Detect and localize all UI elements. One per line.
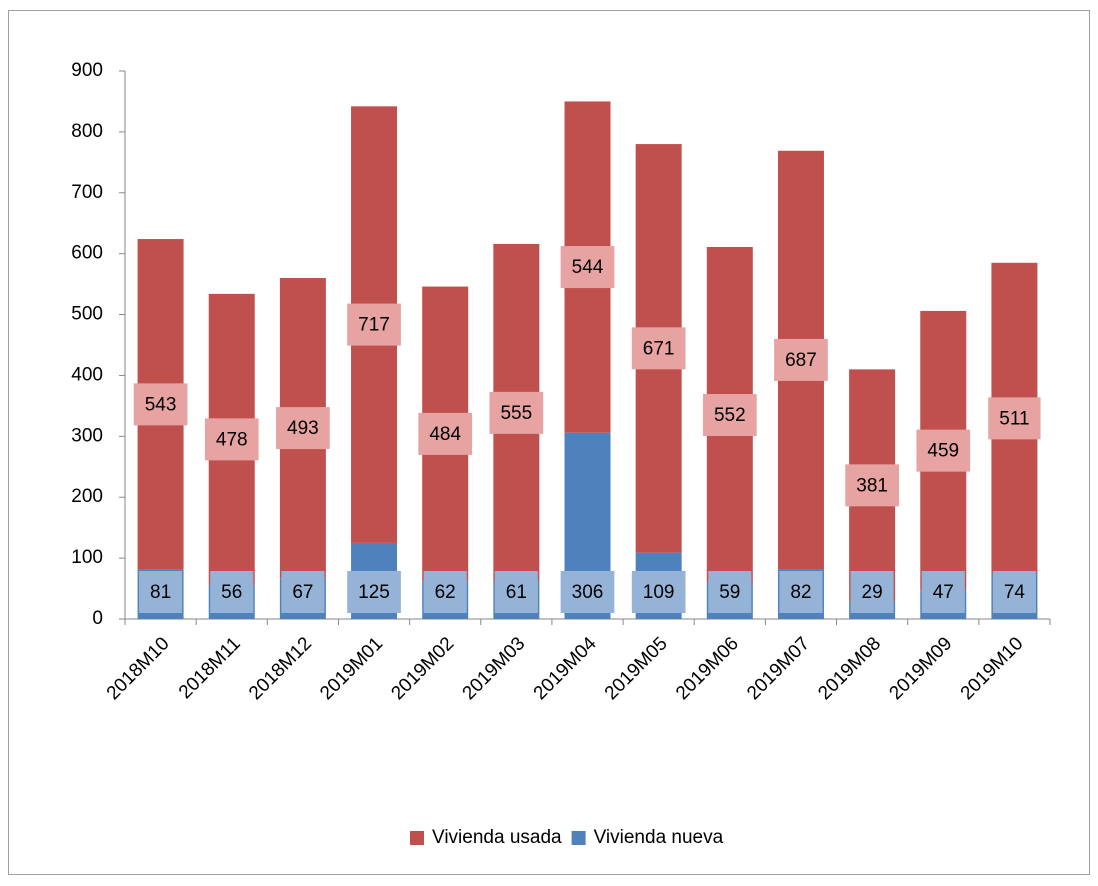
data-label: 484 bbox=[418, 412, 473, 455]
data-label-text: 544 bbox=[572, 257, 604, 278]
data-label-box bbox=[489, 391, 544, 434]
y-tick-label: 700 bbox=[71, 182, 103, 203]
data-label: 59 bbox=[708, 571, 752, 613]
data-label-text: 381 bbox=[856, 475, 888, 496]
data-label: 493 bbox=[276, 407, 330, 450]
data-label-box bbox=[133, 383, 188, 426]
data-label: 478 bbox=[204, 418, 259, 461]
data-label-text: 459 bbox=[927, 441, 959, 462]
data-label-box bbox=[560, 246, 615, 289]
data-label-box bbox=[779, 571, 823, 613]
chart-frame bbox=[8, 10, 1090, 875]
data-label-text: 493 bbox=[287, 418, 319, 439]
y-tick-label: 500 bbox=[71, 304, 103, 325]
data-label: 56 bbox=[210, 571, 254, 613]
data-label: 381 bbox=[845, 464, 899, 507]
data-label: 29 bbox=[850, 571, 894, 613]
y-tick-label: 0 bbox=[92, 608, 103, 629]
data-label-text: 511 bbox=[999, 408, 1029, 429]
legend-label: Vivienda usada bbox=[432, 827, 562, 848]
data-label-box bbox=[916, 429, 971, 472]
data-label: 62 bbox=[423, 571, 467, 613]
data-label-box bbox=[276, 407, 330, 450]
data-label-box bbox=[347, 303, 401, 346]
data-label: 61 bbox=[494, 571, 538, 613]
data-label: 81 bbox=[139, 571, 183, 613]
data-label-text: 109 bbox=[643, 582, 675, 603]
data-label-box bbox=[139, 571, 183, 613]
data-label: 47 bbox=[921, 571, 965, 613]
data-label-text: 47 bbox=[933, 582, 954, 603]
data-label-box bbox=[702, 394, 757, 437]
data-label: 671 bbox=[631, 327, 686, 370]
data-label: 511 bbox=[988, 397, 1041, 440]
data-label-text: 56 bbox=[221, 582, 242, 603]
data-label-text: 687 bbox=[785, 350, 817, 371]
data-label-box bbox=[204, 418, 259, 461]
data-label-text: 81 bbox=[150, 582, 171, 603]
data-label: 82 bbox=[779, 571, 823, 613]
data-label: 125 bbox=[347, 571, 401, 613]
y-tick-label: 300 bbox=[71, 425, 103, 446]
data-label-text: 61 bbox=[506, 582, 527, 603]
y-tick-label: 400 bbox=[71, 364, 103, 385]
data-label-text: 478 bbox=[216, 429, 248, 450]
legend-label: Vivienda nueva bbox=[594, 827, 724, 848]
data-label-box bbox=[850, 571, 894, 613]
data-label-box bbox=[631, 327, 686, 370]
data-label-box bbox=[210, 571, 254, 613]
data-label-box bbox=[560, 571, 615, 613]
data-label-text: 125 bbox=[358, 582, 390, 603]
data-label: 687 bbox=[774, 338, 828, 381]
y-tick-label: 800 bbox=[71, 121, 103, 142]
data-label-text: 74 bbox=[1004, 582, 1026, 603]
data-label: 544 bbox=[560, 246, 615, 289]
data-label-box bbox=[494, 571, 538, 613]
data-label-text: 29 bbox=[862, 582, 883, 603]
legend-swatch bbox=[571, 831, 586, 845]
data-label: 555 bbox=[489, 391, 544, 434]
data-label-box bbox=[845, 464, 899, 507]
data-label-box bbox=[988, 397, 1041, 440]
data-label: 74 bbox=[992, 571, 1036, 613]
data-label-text: 59 bbox=[719, 582, 740, 603]
data-label-box bbox=[418, 412, 473, 455]
y-tick-label: 600 bbox=[71, 243, 103, 264]
data-label-text: 62 bbox=[435, 582, 456, 603]
data-label-box bbox=[347, 571, 401, 613]
data-label: 459 bbox=[916, 429, 971, 472]
data-label-box bbox=[423, 571, 467, 613]
data-label: 717 bbox=[347, 303, 401, 346]
y-tick-label: 900 bbox=[71, 60, 103, 81]
data-label: 543 bbox=[133, 383, 188, 426]
y-tick-label: 100 bbox=[71, 547, 103, 568]
data-label-box bbox=[281, 571, 325, 613]
data-label-text: 67 bbox=[292, 582, 313, 603]
data-label: 552 bbox=[702, 394, 757, 437]
legend-swatch bbox=[410, 831, 424, 845]
data-label-text: 543 bbox=[145, 394, 177, 415]
data-label-text: 717 bbox=[358, 315, 390, 336]
y-tick-label: 200 bbox=[71, 486, 103, 507]
data-label-text: 484 bbox=[429, 424, 461, 445]
data-label-text: 671 bbox=[643, 338, 675, 359]
data-label-box bbox=[921, 571, 965, 613]
data-label-text: 306 bbox=[572, 582, 604, 603]
data-label-box bbox=[774, 338, 828, 381]
data-label-text: 552 bbox=[714, 405, 746, 426]
data-label: 67 bbox=[281, 571, 325, 613]
data-label: 306 bbox=[560, 571, 615, 613]
data-label-box bbox=[708, 571, 752, 613]
data-label-box bbox=[992, 571, 1036, 613]
data-label-text: 82 bbox=[790, 582, 811, 603]
data-label-text: 555 bbox=[500, 403, 532, 424]
data-label-box bbox=[631, 571, 686, 613]
data-label: 109 bbox=[631, 571, 686, 613]
